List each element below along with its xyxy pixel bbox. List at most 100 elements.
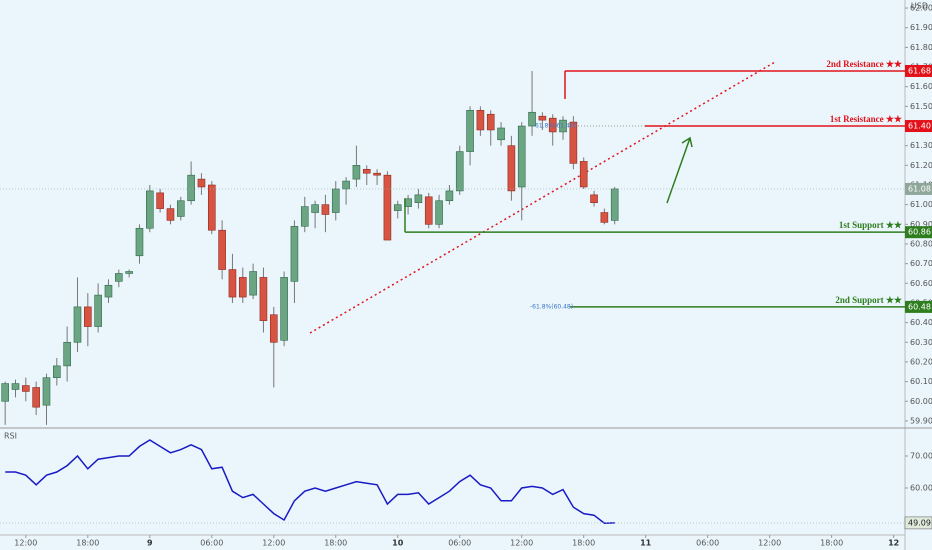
y-tick-label: 60.20 bbox=[910, 357, 932, 366]
candle-body bbox=[42, 377, 51, 406]
candle-body bbox=[383, 174, 392, 241]
x-tick-label: 06:00 bbox=[200, 539, 223, 548]
y-tick-label: 61.90 bbox=[910, 23, 932, 32]
y-tick-label: 60.30 bbox=[910, 338, 932, 347]
candle-body bbox=[321, 204, 330, 215]
y-tick-label: 60.80 bbox=[910, 239, 932, 248]
candle-body bbox=[115, 273, 123, 282]
candle-body bbox=[146, 190, 154, 229]
candle-body bbox=[497, 127, 505, 141]
candle-body bbox=[342, 180, 350, 190]
candle-body bbox=[22, 385, 30, 392]
candle-body bbox=[125, 271, 133, 274]
y-tick-label: 62.00 bbox=[910, 4, 932, 13]
y-tick-label: 61.60 bbox=[910, 82, 932, 91]
y-tick-label: 60.10 bbox=[910, 377, 932, 386]
candle-body bbox=[280, 277, 288, 341]
x-tick-label: 18:00 bbox=[572, 539, 595, 548]
rsi-tick-label: 60.00 bbox=[910, 484, 932, 493]
candle-body bbox=[238, 277, 247, 298]
candle-body bbox=[218, 229, 226, 270]
level-label: 2nd Support ★★ bbox=[835, 295, 903, 305]
rsi-line bbox=[5, 439, 615, 524]
candle-body bbox=[424, 196, 433, 225]
x-tick-label: 12:00 bbox=[510, 539, 533, 548]
x-tick-label: 12 bbox=[888, 539, 899, 548]
candle-body bbox=[435, 200, 443, 225]
candle-body bbox=[600, 212, 609, 223]
candle-body bbox=[187, 174, 195, 202]
candle-body bbox=[517, 125, 526, 188]
candle-body bbox=[228, 269, 237, 298]
x-tick-label: 12:00 bbox=[14, 539, 37, 548]
level-tag bbox=[905, 120, 932, 133]
candle-body bbox=[207, 184, 216, 231]
candle-body bbox=[11, 383, 20, 390]
y-tick-label: 61.00 bbox=[910, 200, 932, 209]
candle-body bbox=[579, 161, 588, 188]
candle-body bbox=[84, 306, 92, 327]
candle-body bbox=[197, 178, 206, 188]
candle-body bbox=[331, 188, 340, 213]
candle-body bbox=[455, 151, 464, 192]
y-tick-label: 60.40 bbox=[910, 318, 932, 327]
y-tick-label: 61.30 bbox=[910, 141, 932, 150]
candle-body bbox=[73, 306, 82, 343]
rsi-tag-label: 49.09 bbox=[908, 518, 931, 527]
candle-body bbox=[486, 113, 495, 131]
candle-body bbox=[94, 294, 102, 327]
rsi-tag bbox=[904, 516, 932, 530]
candle-body bbox=[104, 284, 113, 298]
level-tag-label: 60.86 bbox=[908, 228, 931, 237]
candle-body bbox=[507, 145, 516, 192]
x-tick-label: 12:00 bbox=[262, 539, 285, 548]
rsi-tick-label: 70.00 bbox=[910, 452, 932, 461]
level-tag bbox=[905, 64, 932, 77]
candle-body bbox=[135, 227, 144, 257]
candle-body bbox=[466, 109, 474, 152]
x-tick-label: 18:00 bbox=[76, 539, 99, 548]
y-tick-label: 60.90 bbox=[910, 220, 932, 229]
candle-body bbox=[610, 188, 619, 221]
level-label: 1st Support ★★ bbox=[839, 220, 903, 230]
fib-label: -61.8%(60.48) bbox=[530, 303, 573, 310]
candle-body bbox=[32, 387, 40, 408]
candle-body bbox=[166, 208, 175, 221]
y-tick-label: 61.20 bbox=[910, 161, 932, 170]
candle-body bbox=[53, 365, 61, 378]
current-price-tag bbox=[905, 182, 932, 195]
y-tick-label: 61.50 bbox=[910, 102, 932, 111]
level-tag bbox=[905, 300, 932, 313]
level-tag-label: 60.48 bbox=[908, 302, 931, 311]
candle-body bbox=[63, 341, 71, 367]
candle-body bbox=[290, 225, 299, 282]
candle-body bbox=[156, 192, 164, 209]
x-tick-label: 12:00 bbox=[758, 539, 781, 548]
x-tick-label: 18:00 bbox=[820, 539, 843, 548]
x-tick-label: 18:00 bbox=[324, 539, 347, 548]
level-tag bbox=[905, 226, 932, 239]
candle-body bbox=[362, 168, 371, 174]
candle-body bbox=[269, 314, 278, 343]
y-tick-label: 60.70 bbox=[910, 259, 932, 268]
candle-body bbox=[176, 200, 185, 217]
currency-label: USD bbox=[911, 2, 928, 11]
fib-label: 61.8%(61.40) bbox=[535, 123, 576, 130]
candle-body bbox=[548, 117, 557, 133]
candle-body bbox=[352, 165, 361, 180]
level-tag-label: 61.68 bbox=[908, 66, 931, 75]
current-price-label: 61.08 bbox=[908, 184, 931, 193]
candle-body bbox=[569, 121, 578, 164]
y-tick-label: 61.80 bbox=[910, 43, 932, 52]
candle-body bbox=[1, 383, 9, 402]
candle-body bbox=[538, 115, 547, 121]
candle-body bbox=[311, 204, 319, 213]
x-tick-label: 10 bbox=[392, 539, 404, 548]
candle-body bbox=[259, 277, 268, 321]
level-label: 2nd Resistance ★★ bbox=[826, 59, 903, 69]
candle-body bbox=[300, 206, 309, 227]
rsi-title: RSI bbox=[4, 432, 17, 441]
x-tick-label: 11 bbox=[640, 539, 652, 548]
